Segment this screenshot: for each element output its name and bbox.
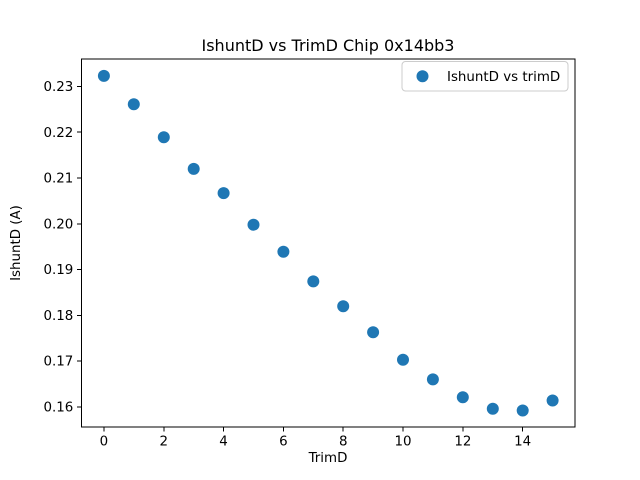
x-tick-label: 12 xyxy=(454,435,471,450)
x-tick-label: 14 xyxy=(514,435,531,450)
axes-frame xyxy=(81,58,576,428)
scatter-point xyxy=(456,391,469,404)
scatter-point xyxy=(426,373,439,386)
scatter-point xyxy=(127,98,140,111)
y-tick-label: 0.21 xyxy=(43,172,73,187)
scatter-point xyxy=(546,394,559,407)
y-tick-label: 0.20 xyxy=(43,217,73,232)
y-tick-label: 0.22 xyxy=(43,126,73,141)
scatter-point xyxy=(97,69,110,82)
legend: IshuntD vs trimD xyxy=(401,61,569,92)
y-tick-label: 0.23 xyxy=(43,80,73,95)
legend-label: IshuntD vs trimD xyxy=(447,70,560,85)
scatter-point xyxy=(397,353,409,366)
x-tick-label: 6 xyxy=(279,435,288,450)
scatter-point xyxy=(486,402,499,415)
plot-area: 0 2 4 6 8 10 12 14 0.16 0.17 0.18 0.19 0.20 0.21 0.22 0… xyxy=(43,58,576,450)
y-tick-label: 0.17 xyxy=(43,355,73,370)
y-tick-label: 0.18 xyxy=(43,309,73,324)
y-axis-label: IshuntD (A) xyxy=(9,205,24,281)
scatter-point xyxy=(367,326,380,339)
x-tick-label: 8 xyxy=(339,435,348,450)
scatter-point xyxy=(516,404,529,417)
y-tick-label: 0.16 xyxy=(43,400,73,415)
x-tick-label: 0 xyxy=(100,435,109,450)
scatter-point xyxy=(217,187,230,200)
scatter-point xyxy=(187,162,200,175)
scatter-point xyxy=(307,275,320,288)
legend-frame xyxy=(401,61,569,92)
scatter-point xyxy=(157,131,170,144)
y-tick-label: 0.19 xyxy=(43,263,73,278)
scatter-point xyxy=(247,218,260,231)
x-tick-label: 2 xyxy=(159,435,168,450)
x-tick-label: 10 xyxy=(394,435,411,450)
chart-title: IshuntD vs TrimD Chip 0x14bb3 xyxy=(202,36,455,55)
scatter-point xyxy=(277,245,290,258)
x-tick-label: 4 xyxy=(219,435,228,450)
legend-marker-dot-icon xyxy=(416,70,429,83)
scatter-point xyxy=(337,300,350,313)
x-axis-label: TrimD xyxy=(308,451,348,466)
